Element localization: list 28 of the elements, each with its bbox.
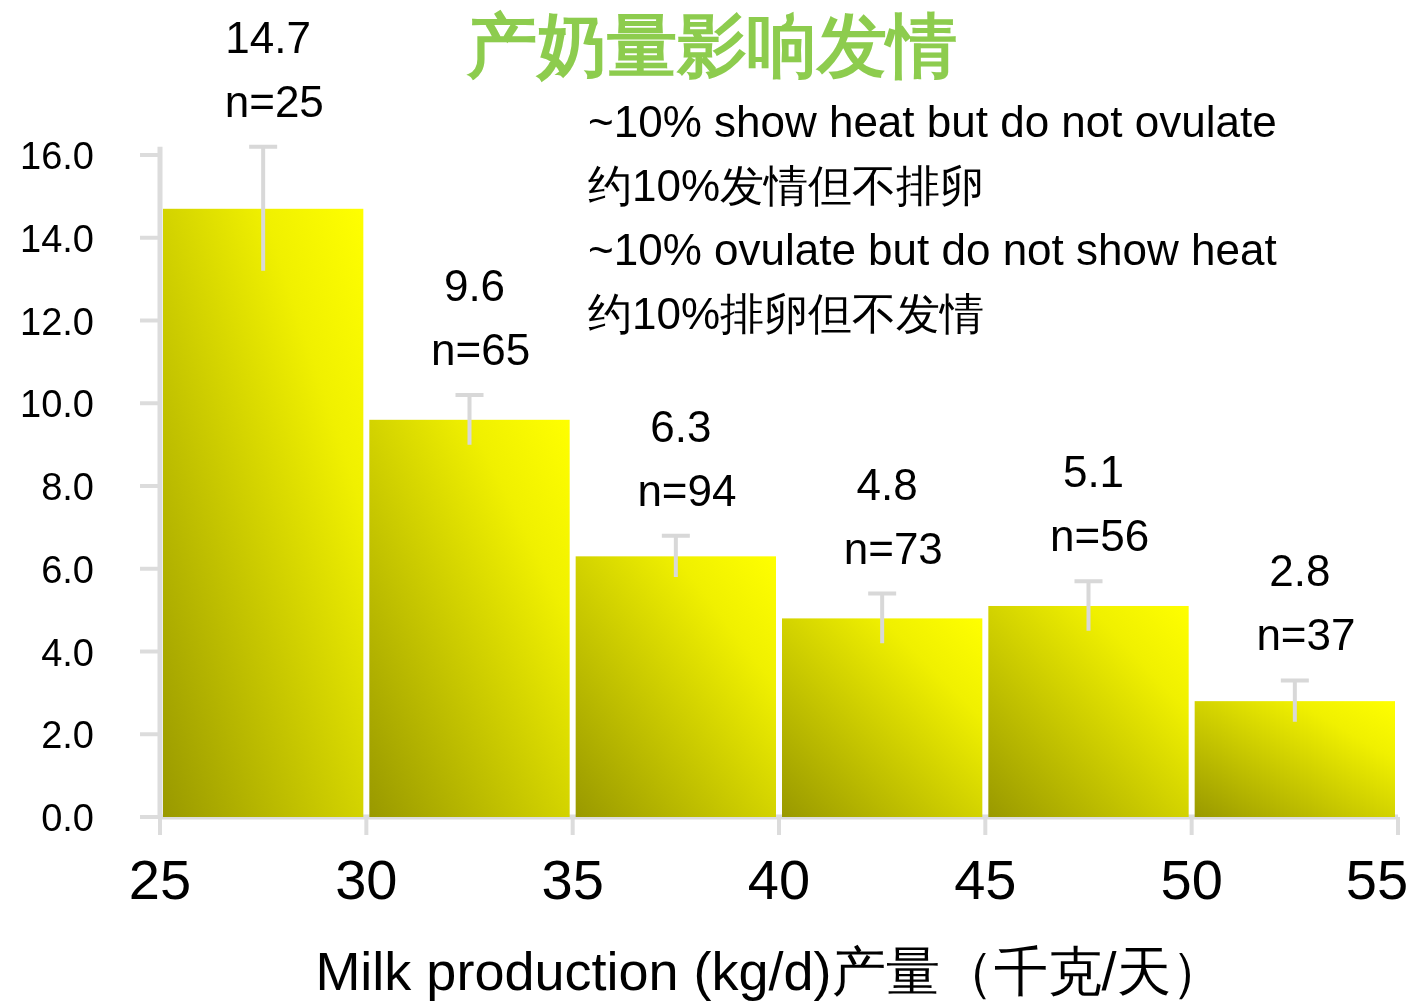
x-tick-label: 55 xyxy=(1345,848,1409,911)
x-tick-label: 50 xyxy=(1160,848,1223,911)
y-tick-label: 4.0 xyxy=(41,631,94,674)
data-label: 4.8 n=73 xyxy=(831,459,943,573)
data-label: 9.6 n=65 xyxy=(418,260,531,374)
x-tick-label: 40 xyxy=(747,848,811,911)
y-tick-label: 0.0 xyxy=(41,797,94,839)
x-tick-label: 30 xyxy=(335,848,398,911)
data-label: 6.3 n=94 xyxy=(625,401,737,515)
x-tick-label: 45 xyxy=(954,848,1017,911)
y-tick-label: 14.0 xyxy=(20,217,94,260)
y-tick-label: 6.0 xyxy=(41,548,94,591)
x-tick-label: 25 xyxy=(128,848,192,911)
x-axis-title: Milk production (kg/d)产量（千克/天） xyxy=(315,941,1225,1001)
y-tick-label: 10.0 xyxy=(20,383,94,426)
annotation: 约10%排卵但不发情 xyxy=(588,289,985,338)
annotation: ~10% ovulate but do not show heat xyxy=(588,225,1277,274)
annotation: 约10%发情但不排卵 xyxy=(588,161,985,210)
text: ~10% show heat but do not ovulate xyxy=(588,97,1277,146)
y-tick-label: 2.0 xyxy=(41,714,94,757)
y-tick-label: 8.0 xyxy=(41,466,94,508)
data-label: 2.8 n=37 xyxy=(1244,546,1356,660)
data-label: 5.1 n=56 xyxy=(1037,447,1150,561)
chart-title: 产奶量影响发情 xyxy=(466,7,957,85)
x-tick-label: 35 xyxy=(541,848,604,911)
y-tick-label: 12.0 xyxy=(20,300,94,343)
y-tick-label: 16.0 xyxy=(20,135,94,177)
data-label: 14.7 n=25 xyxy=(212,12,324,126)
